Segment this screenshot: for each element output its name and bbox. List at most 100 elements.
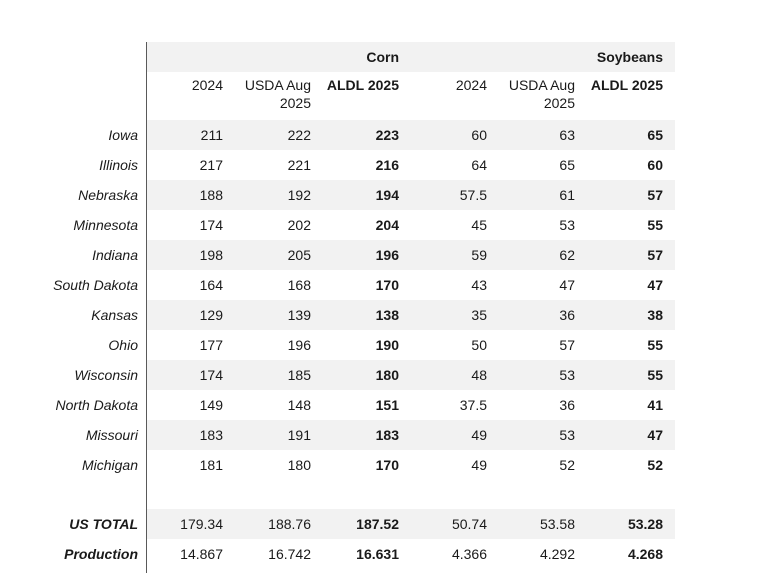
soy-2024-cell: 49 <box>471 457 487 473</box>
row-cells: 129 139 138 35 36 38 <box>147 300 675 330</box>
corn-aldl-2025-cell: 183 <box>375 427 399 443</box>
row-label: Ohio <box>108 337 138 353</box>
row-label-empty <box>0 42 147 72</box>
corn-aldl-2025-cell: 187.52 <box>356 516 399 532</box>
table-row: Michigan 181 180 170 49 52 52 <box>0 450 675 480</box>
row-label: Kansas <box>91 307 138 323</box>
corn-2024-cell: 14.867 <box>180 546 223 562</box>
corn-2024-cell: 211 <box>200 127 223 143</box>
corn-2024-cell: 149 <box>199 397 223 413</box>
empty-cell <box>499 42 587 72</box>
soy-2024-cell: 43 <box>471 277 487 293</box>
corn-2024-cell: 188 <box>199 187 223 203</box>
soy-usda-aug-2025-cell: 53 <box>559 367 575 383</box>
soy-aldl-2025-cell: 57 <box>647 247 663 263</box>
row-cells: 164 168 170 43 47 47 <box>147 270 675 300</box>
corn-usda-aug-2025-cell: 192 <box>287 187 311 203</box>
table-row: Nebraska 188 192 194 57.5 61 57 <box>0 180 675 210</box>
soy-usda-aug-2025-cell: 36 <box>559 307 575 323</box>
soy-usda-aug-2025-cell: 62 <box>559 247 575 263</box>
col-header-soy-usda-aug-2025: USDA Aug 2025 <box>508 77 575 111</box>
corn-usda-aug-2025-cell: 202 <box>287 217 311 233</box>
corn-aldl-2025-cell: 16.631 <box>356 546 399 562</box>
corn-usda-aug-2025-cell: 196 <box>287 337 311 353</box>
row-cells: 174 202 204 45 53 55 <box>147 210 675 240</box>
soy-aldl-2025-cell: 41 <box>647 397 663 413</box>
row-cells: 179.34 188.76 187.52 50.74 53.58 53.28 <box>147 509 675 539</box>
row-cells: 14.867 16.742 16.631 4.366 4.292 4.268 <box>147 539 675 569</box>
corn-2024-cell: 217 <box>199 157 223 173</box>
corn-usda-aug-2025-cell: 222 <box>287 127 311 143</box>
corn-usda-aug-2025-cell: 185 <box>287 367 311 383</box>
soy-usda-aug-2025-cell: 53.58 <box>539 516 575 532</box>
soy-2024-cell: 57.5 <box>459 187 487 203</box>
empty-cell <box>235 42 323 72</box>
row-cells: 217 221 216 64 65 60 <box>147 150 675 180</box>
row-label: US TOTAL <box>69 516 138 532</box>
soy-2024-cell: 64 <box>471 157 487 173</box>
soy-2024-cell: 37.5 <box>459 397 487 413</box>
corn-usda-aug-2025-cell: 16.742 <box>268 546 311 562</box>
soybeans-group-header: Soybeans <box>596 49 663 65</box>
soy-usda-aug-2025-cell: 4.292 <box>539 546 575 562</box>
table-row: Indiana 198 205 196 59 62 57 <box>0 240 675 270</box>
corn-2024-cell: 179.34 <box>180 516 223 532</box>
row-cells: 211 222 223 60 63 65 <box>147 120 675 150</box>
soy-usda-aug-2025-cell: 63 <box>559 127 575 143</box>
row-cells: 177 196 190 50 57 55 <box>147 330 675 360</box>
row-label: Nebraska <box>78 187 138 203</box>
corn-aldl-2025-cell: 151 <box>375 397 399 413</box>
corn-usda-aug-2025-cell: 168 <box>287 277 311 293</box>
col-header-soy-2024: 2024 <box>455 77 487 93</box>
empty-cells <box>147 480 675 509</box>
corn-usda-aug-2025-cell: 188.76 <box>268 516 311 532</box>
corn-aldl-2025-cell: 194 <box>375 187 399 203</box>
corn-usda-aug-2025-cell: 148 <box>287 397 311 413</box>
corn-usda-aug-2025-cell: 180 <box>287 457 311 473</box>
group-header-cells: Corn Soybeans <box>147 42 675 72</box>
corn-2024-cell: 198 <box>199 247 223 263</box>
soy-usda-aug-2025-cell: 57 <box>559 337 575 353</box>
soy-2024-cell: 59 <box>471 247 487 263</box>
soy-usda-aug-2025-cell: 53 <box>559 217 575 233</box>
row-label: Minnesota <box>73 217 138 233</box>
row-label: Illinois <box>99 157 138 173</box>
row-cells: 149 148 151 37.5 36 41 <box>147 390 675 420</box>
crop-group-header-row: Corn Soybeans <box>0 42 675 72</box>
corn-group-header: Corn <box>366 49 399 65</box>
table-left-divider <box>146 42 147 573</box>
column-header-cells: 2024 USDA Aug 2025 ALDL 2025 2024 USDA A… <box>147 72 675 120</box>
soy-2024-cell: 50 <box>471 337 487 353</box>
row-label: Wisconsin <box>74 367 138 383</box>
table-row: Missouri 183 191 183 49 53 47 <box>0 420 675 450</box>
blank-spacer-row <box>0 480 675 509</box>
row-label-empty <box>0 72 147 120</box>
table-row: Kansas 129 139 138 35 36 38 <box>0 300 675 330</box>
corn-2024-cell: 183 <box>199 427 223 443</box>
soy-usda-aug-2025-cell: 61 <box>559 187 575 203</box>
corn-2024-cell: 177 <box>199 337 223 353</box>
row-cells: 174 185 180 48 53 55 <box>147 360 675 390</box>
corn-aldl-2025-cell: 216 <box>375 157 399 173</box>
soy-aldl-2025-cell: 47 <box>647 427 663 443</box>
soy-usda-aug-2025-cell: 36 <box>559 397 575 413</box>
soy-usda-aug-2025-cell: 65 <box>559 157 575 173</box>
soy-2024-cell: 50.74 <box>451 516 487 532</box>
state-yield-table: Corn Soybeans 2024 USDA Aug 2025 ALDL 20… <box>0 42 675 569</box>
row-cells: 181 180 170 49 52 52 <box>147 450 675 480</box>
soy-aldl-2025-cell: 47 <box>647 277 663 293</box>
table-row: Ohio 177 196 190 50 57 55 <box>0 330 675 360</box>
row-cells: 188 192 194 57.5 61 57 <box>147 180 675 210</box>
empty-cell <box>147 42 235 72</box>
table-row: Wisconsin 174 185 180 48 53 55 <box>0 360 675 390</box>
row-label: Missouri <box>85 427 138 443</box>
corn-2024-cell: 174 <box>199 367 223 383</box>
corn-usda-aug-2025-cell: 191 <box>287 427 311 443</box>
soy-aldl-2025-cell: 4.268 <box>627 546 663 562</box>
soy-aldl-2025-cell: 38 <box>647 307 663 323</box>
soy-aldl-2025-cell: 65 <box>647 127 663 143</box>
corn-2024-cell: 164 <box>199 277 223 293</box>
table-row: Iowa 211 222 223 60 63 65 <box>0 120 675 150</box>
corn-aldl-2025-cell: 223 <box>375 127 399 143</box>
